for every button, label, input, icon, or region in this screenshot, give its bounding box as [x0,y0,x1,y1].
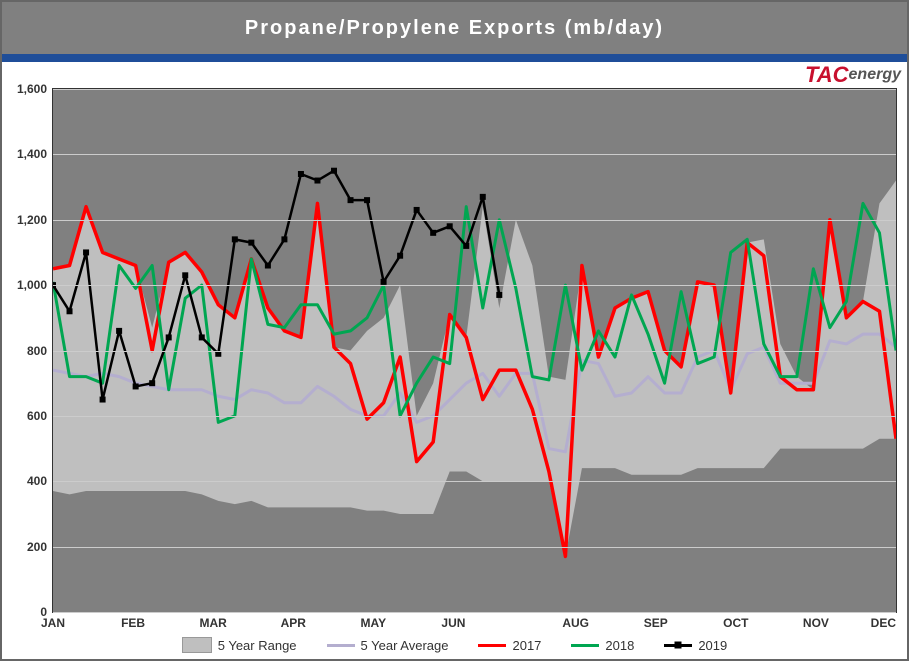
y-axis-label: 1,400 [17,147,53,161]
marker [480,194,486,200]
marker [166,334,172,340]
marker [281,236,287,242]
y-axis-label: 800 [27,344,53,358]
marker [83,249,89,255]
y-axis-label: 1,600 [17,82,53,96]
legend-label: 2019 [698,638,727,653]
marker [149,380,155,386]
grid-line [53,416,896,417]
marker [199,334,205,340]
accent-bar [2,54,907,62]
legend-item: 5 Year Average [327,638,449,653]
marker [496,292,502,298]
marker [298,171,304,177]
chart-frame: Propane/Propylene Exports (mb/day) TACen… [0,0,909,661]
x-axis-label: JUN [441,612,465,630]
grid-line [53,220,896,221]
y-axis-label: 400 [27,474,53,488]
marker [414,207,420,213]
legend-swatch [571,644,599,647]
grid-line [53,89,896,90]
logo-prefix: TAC [805,62,849,88]
y-axis-label: 1,000 [17,278,53,292]
plot-area: 02004006008001,0001,2001,4001,600JANFEBM… [52,88,897,613]
marker [364,197,370,203]
x-axis-label: MAY [361,612,387,630]
marker [100,397,106,403]
legend-swatch [327,644,355,647]
y-axis-label: 1,200 [17,213,53,227]
legend-item: 2019 [664,638,727,653]
legend-item: 5 Year Range [182,637,297,653]
marker [397,253,403,259]
x-axis-label: FEB [121,612,145,630]
x-axis-label: DEC [871,612,896,630]
brand-logo: TACenergy [761,62,901,88]
legend-item: 2017 [478,638,541,653]
marker [67,308,73,314]
marker [381,279,387,285]
marker [314,178,320,184]
legend-swatch [664,644,692,647]
marker [430,230,436,236]
legend-label: 5 Year Range [218,638,297,653]
y-axis-label: 200 [27,540,53,554]
x-axis-label: JAN [41,612,65,630]
marker [116,328,122,334]
marker [182,272,188,278]
legend-label: 2018 [605,638,634,653]
legend: 5 Year Range 5 Year Average 2017 2018 2019 [2,637,907,653]
marker [447,223,453,229]
marker [331,168,337,174]
marker [463,243,469,249]
grid-line [53,351,896,352]
x-axis-label: NOV [803,612,829,630]
legend-label: 2017 [512,638,541,653]
grid-line [53,285,896,286]
marker [133,383,139,389]
marker [265,263,271,269]
legend-swatch [182,637,212,653]
grid-line [53,154,896,155]
y-axis-label: 600 [27,409,53,423]
grid-line [53,612,896,613]
marker [248,240,254,246]
legend-label: 5 Year Average [361,638,449,653]
grid-line [53,481,896,482]
x-axis-label: SEP [644,612,668,630]
legend-swatch [478,644,506,647]
grid-line [53,547,896,548]
legend-item: 2018 [571,638,634,653]
x-axis-label: APR [281,612,306,630]
x-axis-label: AUG [562,612,589,630]
logo-suffix: energy [849,66,901,84]
x-axis-label: MAR [199,612,226,630]
marker [348,197,354,203]
chart-header: Propane/Propylene Exports (mb/day) [2,2,907,54]
chart-title: Propane/Propylene Exports (mb/day) [245,17,664,40]
x-axis-label: OCT [723,612,748,630]
marker [232,236,238,242]
marker [215,351,221,357]
